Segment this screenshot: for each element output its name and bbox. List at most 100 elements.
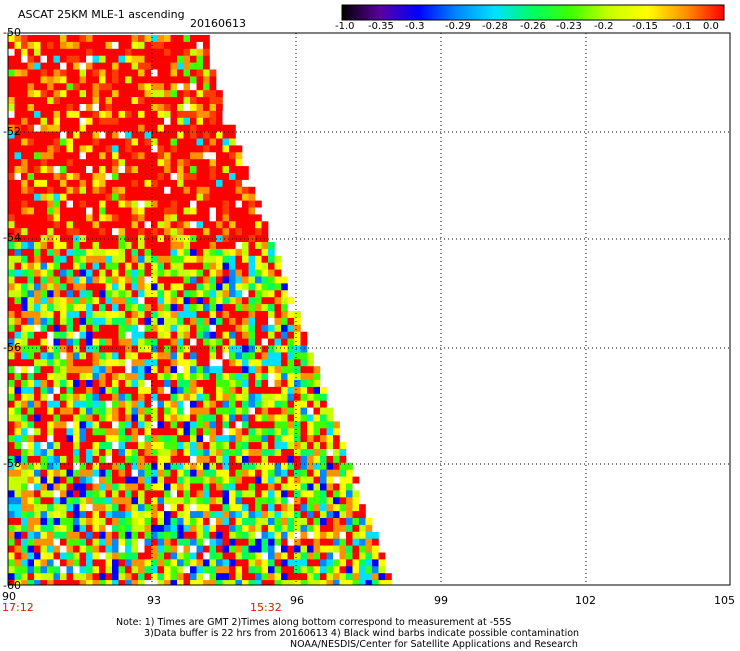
data-cell [118,41,126,50]
data-cell [216,435,223,443]
data-cell [92,186,100,194]
data-cell [118,462,126,470]
data-cell [8,297,15,305]
data-cell [47,200,54,208]
data-cell [47,345,54,353]
data-cell [352,524,360,533]
data-cell [125,366,132,374]
data-cell [27,242,35,250]
data-cell [209,311,217,319]
data-cell [300,511,308,519]
data-cell [157,41,165,50]
data-cell [131,90,139,98]
data-cell [281,559,288,567]
data-cell [105,311,113,319]
data-cell [326,428,334,436]
data-cell [261,455,269,464]
data-cell [14,317,22,326]
data-cell [105,531,113,539]
data-cell [79,524,87,533]
data-cell [177,407,184,415]
data-cell [203,248,210,257]
data-cell [235,386,243,395]
data-cell [8,269,15,277]
data-cell [27,338,35,346]
data-cell [105,435,113,443]
data-cell [242,331,249,339]
data-cell [170,580,178,585]
data-cell [79,76,87,84]
data-cell [73,214,80,222]
data-cell [216,504,223,512]
data-cell [27,414,35,422]
data-cell [196,145,204,153]
data-cell [242,469,249,477]
data-cell [170,145,178,153]
data-cell [196,48,204,56]
data-cell [170,400,178,408]
data-cell [151,55,158,63]
data-cell [209,352,217,360]
data-cell [170,131,178,139]
data-cell [8,117,15,125]
data-cell [60,559,67,567]
data-cell [40,573,48,581]
data-cell [144,504,152,512]
data-cell [177,269,184,277]
data-cell [79,276,87,284]
data-cell [27,173,35,181]
data-cell [190,338,197,346]
data-cell [79,69,87,77]
data-cell [47,386,54,395]
data-cell [209,186,217,194]
data-cell [320,531,327,539]
data-cell [183,214,191,222]
data-cell [14,207,22,215]
data-cell [14,538,22,546]
data-cell [21,497,28,505]
data-cell [79,117,87,125]
data-cell [21,207,28,215]
data-cell [60,324,67,332]
data-cell [99,345,106,353]
data-cell [86,131,93,139]
data-cell [112,559,119,567]
data-cell [229,552,236,560]
data-cell [216,345,223,353]
data-cell [164,159,171,167]
data-cell [333,455,340,464]
data-cell [8,366,15,374]
data-cell [229,338,236,346]
data-cell [131,221,139,229]
data-cell [79,35,87,43]
data-cell [196,531,204,539]
data-cell [40,552,48,560]
data-cell [40,104,48,112]
data-cell [47,159,54,167]
data-cell [274,490,282,498]
data-cell [8,324,15,332]
data-cell [118,380,126,388]
data-cell [92,428,100,436]
data-cell [66,117,74,125]
data-cell [333,483,340,491]
data-cell [261,531,269,539]
data-cell [73,511,80,519]
data-cell [151,76,158,84]
data-cell [190,373,197,381]
data-cell [307,580,314,585]
data-cell [131,69,139,77]
data-cell [255,262,262,270]
data-cell [60,414,67,422]
data-cell [157,559,165,567]
data-cell [333,421,340,429]
data-cell [196,435,204,443]
data-cell [209,449,217,457]
data-cell [66,138,74,146]
data-cell [190,531,197,539]
data-cell [73,366,80,374]
data-cell [164,407,171,415]
data-cell [294,449,301,457]
data-cell [164,518,171,526]
data-cell [131,490,139,498]
